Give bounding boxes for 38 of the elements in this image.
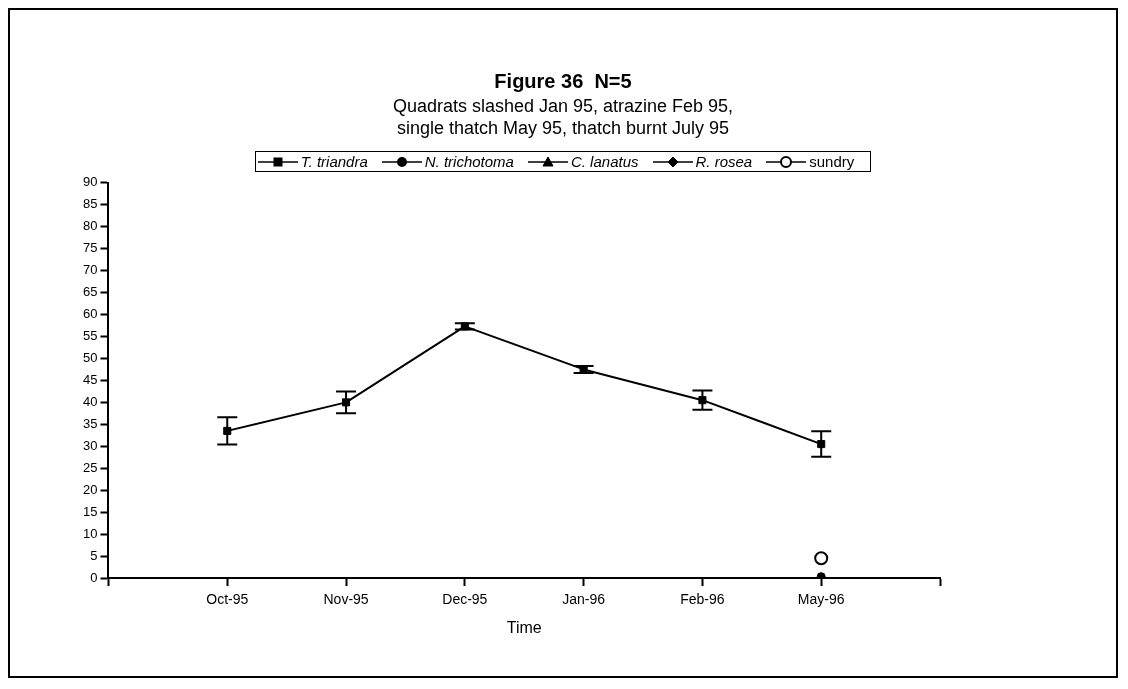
legend-label: T. triandra (300, 153, 368, 170)
y-tick-label: 15 (82, 503, 98, 519)
legend-label: R. rosea (695, 153, 753, 170)
y-tick-label: 70 (82, 262, 98, 278)
legend-label: C. lanatus (570, 153, 639, 170)
point (223, 426, 232, 435)
y-tick-label: 30 (82, 437, 98, 453)
point (814, 551, 829, 566)
legend-label: sundry (809, 153, 855, 170)
y-tick-label: 75 (82, 240, 98, 256)
y-tick-label: 25 (82, 459, 98, 475)
y-tick-label: 40 (82, 393, 98, 409)
x-axis-title: Time (506, 618, 542, 636)
y-tick-label: 5 (90, 547, 98, 563)
x-tick-label: Nov-95 (323, 591, 369, 608)
y-tick-label: 0 (90, 569, 98, 585)
point (342, 398, 351, 407)
y-tick-label: 80 (82, 218, 98, 234)
y-tick-label: 35 (82, 415, 98, 431)
x-tick-label: Feb-96 (680, 591, 725, 608)
x-tick-label: Oct-95 (206, 591, 249, 608)
x-tick-label: Dec-95 (442, 591, 488, 608)
x-tick-label: May-96 (797, 591, 845, 608)
y-tick-label: 45 (82, 371, 98, 387)
y-tick-label: 10 (82, 525, 98, 541)
legend-label: N. trichotoma (424, 153, 514, 170)
y-tick-label: 90 (82, 174, 98, 190)
chart-subtitle: Quadrats slashed Jan 95, atrazine Feb 95, single thatch May 95, thatch burnt July 95 (391, 95, 735, 139)
point (817, 440, 826, 449)
y-tick-label: 65 (82, 284, 98, 300)
y-tick-label: 55 (82, 328, 98, 344)
x-tick-label: Jan-96 (562, 591, 606, 608)
y-tick-label: 60 (82, 306, 98, 322)
chart-title: Figure 36 N=5 (493, 70, 633, 93)
point (460, 322, 469, 331)
y-tick-label: 20 (82, 481, 98, 497)
y-tick-label: 50 (82, 350, 98, 366)
y-tick-label: 85 (82, 196, 98, 212)
